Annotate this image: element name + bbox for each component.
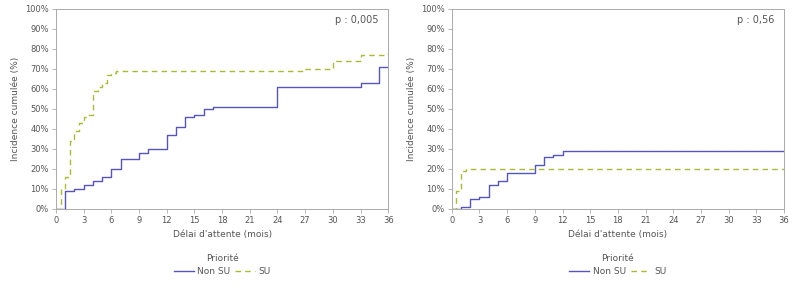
Y-axis label: Incidence cumulée (%): Incidence cumulée (%) xyxy=(406,57,415,161)
X-axis label: Délai d'attente (mois): Délai d'attente (mois) xyxy=(173,230,272,239)
Text: p : 0,005: p : 0,005 xyxy=(334,15,378,25)
X-axis label: Délai d'attente (mois): Délai d'attente (mois) xyxy=(568,230,667,239)
Legend: Non SU, SU: Non SU, SU xyxy=(170,250,274,280)
Text: p : 0,56: p : 0,56 xyxy=(737,15,774,25)
Legend: Non SU, SU: Non SU, SU xyxy=(566,250,670,280)
Y-axis label: Incidence cumulée (%): Incidence cumulée (%) xyxy=(10,57,20,161)
